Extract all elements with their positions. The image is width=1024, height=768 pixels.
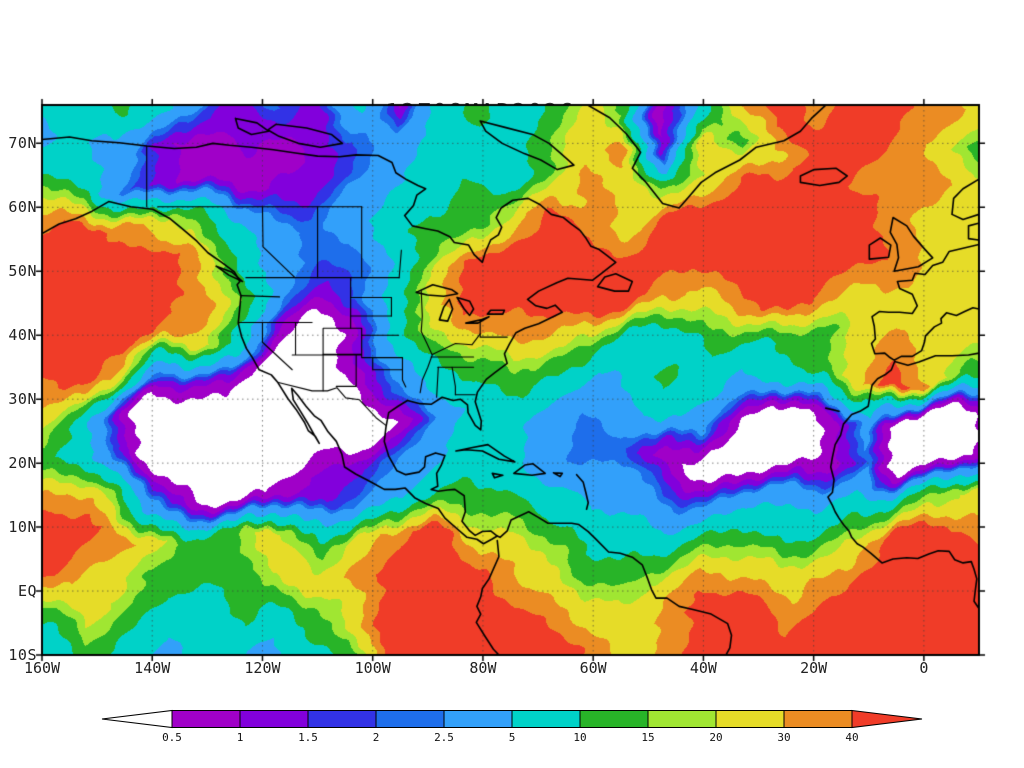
colorbar-tick-label: 0.5 <box>162 731 182 744</box>
lat-tick-label: 10S <box>8 646 37 664</box>
colorbar-tick-label: 1 <box>237 731 244 744</box>
lon-tick-label: 0 <box>919 659 929 677</box>
lon-tick-label: 160W <box>23 659 61 677</box>
lon-tick-label: 100W <box>354 659 391 677</box>
colorbar-tick-label: 40 <box>845 731 858 744</box>
colorbar-segment <box>307 710 377 728</box>
colorbar-segment <box>375 710 445 728</box>
colorbar-tick-label: 15 <box>641 731 654 744</box>
lon-tick-label: 80W <box>469 659 497 677</box>
colorbar: 0.5 1 1.5 2 2.5 5 10 15 20 30 40 <box>100 708 924 748</box>
colorbar-segment <box>239 710 309 728</box>
colorbar-tick-label: 1.5 <box>298 731 318 744</box>
colorbar-tick-label: 2 <box>373 731 380 744</box>
colorbar-segment <box>647 710 717 728</box>
lon-tick-label: 120W <box>244 659 281 677</box>
colorbar-segment <box>443 710 513 728</box>
colorbar-tick-label: 10 <box>573 731 586 744</box>
lat-tick-label: 60N <box>8 198 37 217</box>
lat-tick-label: 40N <box>8 326 37 345</box>
lat-tick-label: 70N <box>8 134 37 153</box>
colorbar-segment <box>511 710 581 728</box>
colorbar-low-arrow <box>101 709 173 729</box>
lat-tick-label: 30N <box>8 390 37 409</box>
lat-tick-label: 20N <box>8 454 37 473</box>
colorbar-tick-label: 30 <box>777 731 790 744</box>
colorbar-tick-label: 2.5 <box>434 731 454 744</box>
colorbar-tick-label: 20 <box>709 731 722 744</box>
lon-tick-label: 20W <box>800 659 828 677</box>
colorbar-high-arrow <box>851 709 923 729</box>
colorbar-tick-label: 5 <box>509 731 516 744</box>
colorbar-segment <box>171 710 241 728</box>
lon-tick-label: 60W <box>579 659 607 677</box>
lat-tick-label: 10N <box>8 518 37 537</box>
lon-axis: 160W 140W 120W 100W 80W 60W 40W 20W 0 <box>24 659 979 681</box>
lat-tick-label: 50N <box>8 262 37 281</box>
map-canvas <box>34 97 987 663</box>
lat-tick-label: EQ <box>17 582 37 601</box>
colorbar-svg: 0.5 1 1.5 2 2.5 5 10 15 20 30 40 <box>101 709 923 744</box>
lon-tick-label: 40W <box>689 659 717 677</box>
colorbar-segment <box>579 710 649 728</box>
colorbar-segment <box>715 710 785 728</box>
colorbar-segment <box>783 710 853 728</box>
lon-tick-label: 140W <box>134 659 171 677</box>
lat-axis: 70N 60N 50N 40N 30N 20N 10N EQ 10S <box>0 105 40 664</box>
